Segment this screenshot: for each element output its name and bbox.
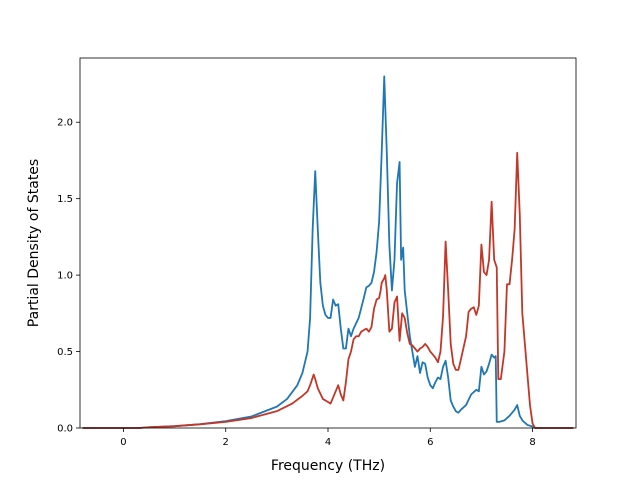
- y-tick-label: 1.0: [57, 271, 73, 282]
- x-axis-label: Frequency (THz): [271, 458, 385, 474]
- x-tick-label: 6: [427, 437, 433, 448]
- x-tick-label: 4: [325, 437, 331, 448]
- y-axis-label: Partial Density of States: [26, 159, 42, 327]
- y-tick-label: 2.0: [57, 118, 73, 129]
- x-tick-label: 8: [529, 437, 535, 448]
- x-tick-label: 2: [223, 437, 229, 448]
- y-tick-label: 1.5: [57, 194, 73, 205]
- y-tick-label: 0.5: [57, 347, 73, 358]
- y-tick-label: 0.0: [57, 424, 73, 435]
- series-layer: [82, 75, 574, 429]
- x-axis-ticks: 0 2 4 6 8: [120, 428, 536, 448]
- series-line-1: [82, 75, 574, 429]
- x-tick-label: 0: [120, 437, 126, 448]
- y-axis-ticks: 0.0 0.5 1.0 1.5 2.0: [57, 118, 80, 435]
- series-line-2: [82, 151, 574, 429]
